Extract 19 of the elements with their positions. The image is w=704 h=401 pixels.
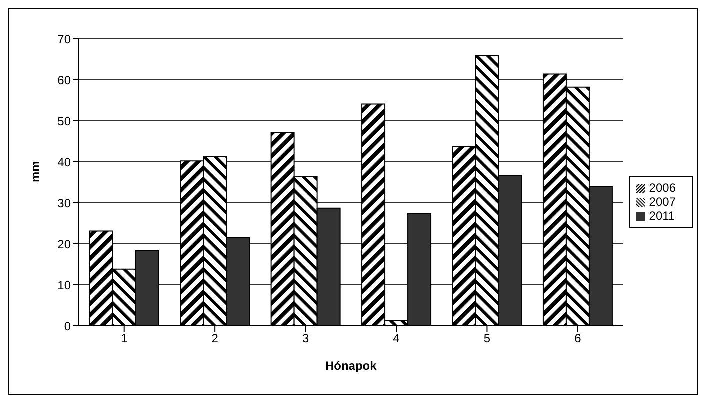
- legend-label: 2007: [649, 194, 676, 208]
- y-tick-label: 20: [58, 237, 72, 252]
- x-tick-label: 3: [302, 332, 310, 346]
- y-tick-label: 10: [58, 278, 72, 292]
- y-axis-title: mm: [28, 161, 42, 182]
- y-tick-label: 70: [58, 32, 72, 46]
- x-tick-label: 5: [484, 332, 491, 346]
- y-tick-label: 60: [58, 73, 72, 88]
- y-tick-label: 40: [58, 155, 72, 170]
- legend-label: 2006: [649, 180, 676, 194]
- x-tick-label: 6: [574, 332, 582, 346]
- x-axis-title: Hónapok: [325, 359, 378, 373]
- y-tick-label: 30: [58, 196, 72, 210]
- legend-label: 2011: [649, 208, 676, 222]
- y-tick-label: 0: [64, 319, 72, 334]
- x-tick-label: 4: [393, 332, 400, 346]
- x-tick-label: 1: [121, 332, 128, 346]
- y-tick-label: 50: [58, 114, 72, 128]
- x-tick-label: 2: [212, 332, 219, 346]
